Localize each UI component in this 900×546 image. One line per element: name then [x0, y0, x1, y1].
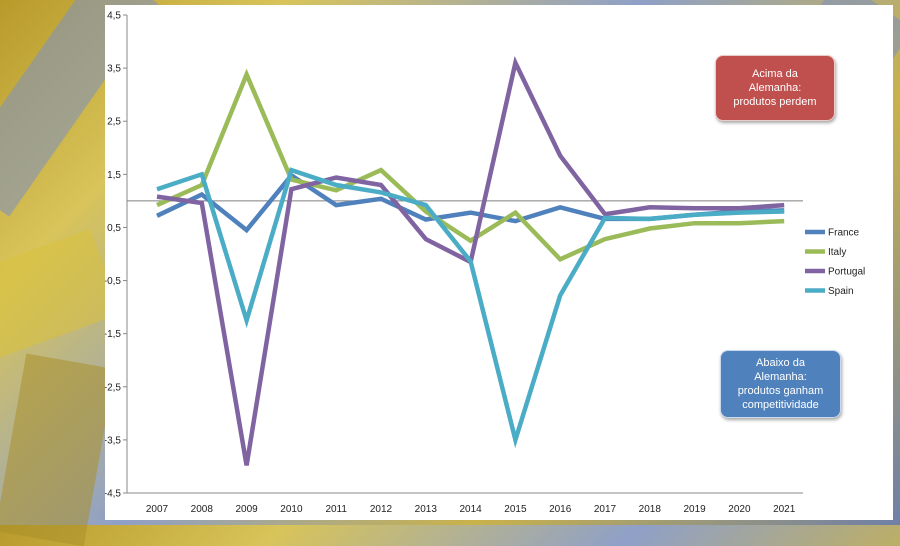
y-tick-label: -4,5	[105, 489, 121, 500]
x-tick-label: 2020	[728, 504, 751, 515]
y-tick-label: 1,5	[107, 170, 121, 181]
x-tick-label: 2018	[639, 504, 662, 515]
y-tick-label: 0,5	[107, 223, 121, 234]
x-tick-label: 2014	[459, 504, 482, 515]
series-line-italy	[156, 68, 785, 263]
x-tick-label: 2015	[504, 504, 527, 515]
series-line-spain	[156, 167, 785, 449]
y-tick-label: -1,5	[105, 329, 121, 340]
x-tick-label: 2019	[683, 504, 706, 515]
y-tick-label: -0,5	[105, 276, 121, 287]
x-tick-label: 2009	[235, 504, 258, 515]
legend-label-italy: Italy	[828, 247, 846, 258]
x-tick-label: 2017	[594, 504, 617, 515]
x-tick-label: 2016	[549, 504, 572, 515]
x-tick-label: 2007	[146, 504, 169, 515]
legend-label-france: France	[828, 228, 860, 239]
legend-label-portugal: Portugal	[828, 267, 865, 278]
legend-label-spain: Spain	[828, 286, 854, 297]
x-tick-label: 2010	[280, 504, 303, 515]
x-tick-label: 2013	[415, 504, 438, 515]
y-tick-label: -3,5	[105, 435, 121, 446]
y-tick-label: 2,5	[107, 117, 121, 128]
callout-above-germany: Acima da Alemanha: produtos perdem	[715, 55, 835, 121]
x-tick-label: 2008	[191, 504, 214, 515]
line-chart: 4,5 3,5 2,5 1,5 0,5 -0,5 -1,5 -2,5 -3,5 -4,5 2007 2…	[105, 11, 865, 516]
background-stripe	[0, 353, 115, 546]
y-tick-label: 3,5	[107, 64, 121, 75]
x-tick-label: 2011	[325, 504, 347, 515]
y-tick-label: -2,5	[105, 382, 121, 393]
x-tick-label: 2021	[773, 504, 796, 515]
callout-below-germany: Abaixo da Alemanha: produtos ganham comp…	[720, 350, 841, 418]
y-tick-label: 4,5	[107, 11, 121, 22]
background-stripe	[0, 228, 122, 362]
x-tick-label: 2012	[370, 504, 393, 515]
